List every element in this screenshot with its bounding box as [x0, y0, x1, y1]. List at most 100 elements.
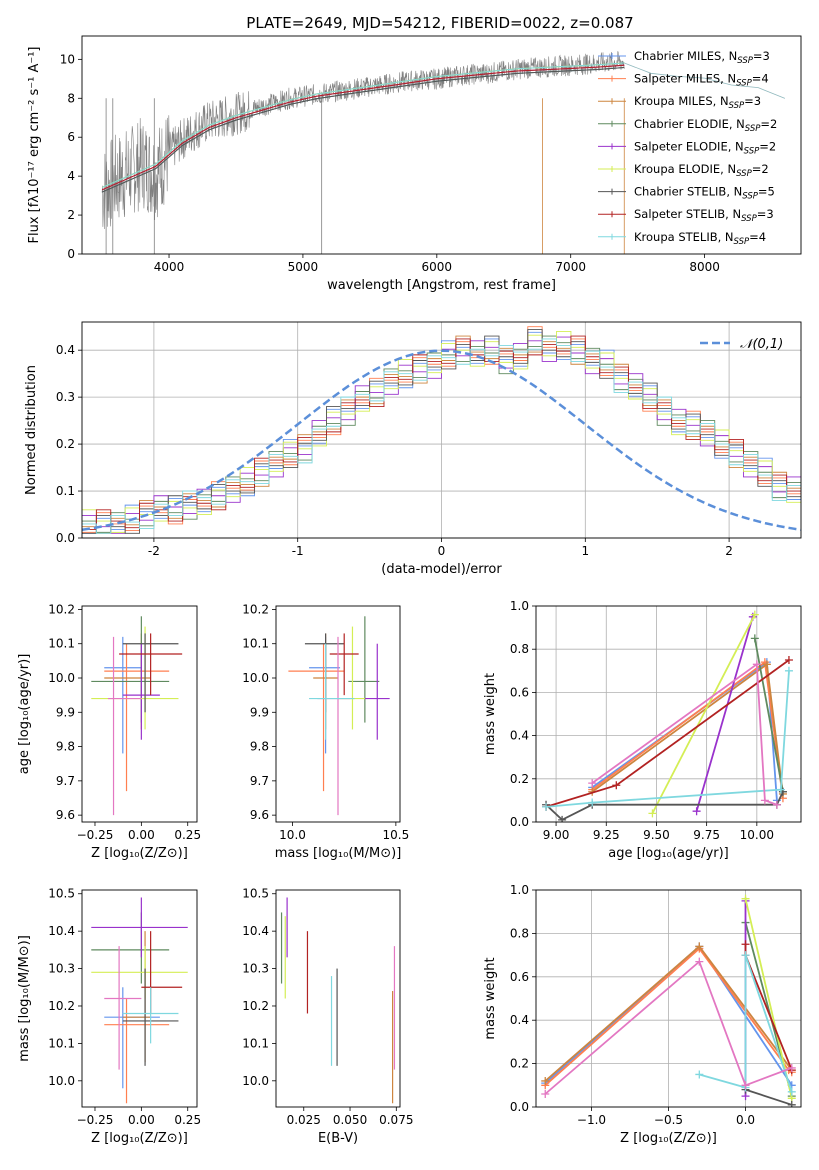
y-axis-label: mass [log₁₀(M/M⊙)]	[17, 935, 32, 1062]
x-tick-label: −0.25	[77, 828, 114, 842]
x-tick-label: -2	[148, 544, 160, 558]
mass-weight-marker	[588, 779, 597, 788]
y-tick-label: 0.4	[510, 1013, 529, 1027]
y-tick-label: 9.9	[56, 705, 75, 719]
normal-distribution-curve	[82, 349, 801, 532]
y-tick-label: 0	[67, 247, 75, 261]
x-axis-label: Z [log₁₀(Z/Z⊙)]	[620, 1131, 717, 1146]
mass-weight-marker	[760, 796, 769, 805]
y-tick-label: 0.8	[510, 926, 529, 940]
y-tick-label: 9.8	[56, 740, 75, 754]
residual-histogram	[82, 338, 801, 534]
legend-label: Kroupa ELODIE, NSSP=2	[634, 162, 769, 179]
axes-frame	[535, 889, 802, 1108]
age-vs-mass-plot-area	[288, 616, 390, 816]
mass-vs-ebv-plot-area	[280, 897, 396, 1104]
y-tick-label: 0.2	[56, 437, 75, 451]
spectrum-model-line	[101, 67, 625, 193]
spectrum-model-line	[101, 64, 625, 191]
y-tick-label: 0.6	[510, 685, 529, 699]
legend-label: Salpeter STELIB, NSSP=3	[634, 207, 774, 224]
residual-histogram	[82, 335, 801, 530]
mass-weight-marker	[787, 1100, 796, 1107]
x-tick-label: 10.5	[383, 828, 410, 842]
x-tick-label: 0.075	[379, 1113, 413, 1127]
mass-weight-marker	[588, 798, 597, 807]
x-tick-label: -1	[292, 544, 304, 558]
y-tick-label: 10.2	[48, 602, 75, 616]
y-tick-label: 10.0	[242, 671, 269, 685]
mass-weight-marker	[776, 785, 785, 794]
y-tick-label: 0.0	[510, 1100, 529, 1114]
mass-weight-marker	[750, 634, 759, 643]
mass-weight-marker	[695, 1070, 704, 1079]
y-tick-label: 10.1	[48, 1036, 75, 1050]
y-tick-label: 0.0	[56, 531, 75, 545]
axes-frame	[275, 605, 401, 823]
mass-weight-line	[699, 954, 793, 1093]
y-tick-label: 10.4	[48, 924, 75, 938]
x-tick-label: −1.0	[577, 1113, 606, 1127]
y-tick-label: 10.0	[48, 671, 75, 685]
y-tick-label: 0.4	[56, 343, 75, 357]
x-tick-label: −0.5	[654, 1113, 683, 1127]
y-tick-label: 0.1	[56, 484, 75, 498]
mass-weight-marker	[784, 656, 793, 664]
y-tick-label: 0.4	[510, 729, 529, 743]
mass-weight-marker	[741, 951, 750, 960]
mass-weight-marker	[692, 807, 701, 816]
y-tick-label: 10.1	[242, 637, 269, 651]
mass-weight-marker	[648, 809, 657, 818]
y-tick-label: 10.2	[48, 999, 75, 1013]
x-tick-label: 1	[581, 544, 589, 558]
y-axis-label: Normed distribution	[24, 365, 39, 495]
mass-weight-line	[745, 1088, 793, 1106]
y-tick-label: 10.1	[242, 1036, 269, 1050]
x-axis-label: mass [log₁₀(M/M⊙)]	[275, 846, 402, 861]
x-tick-label: 9.50	[643, 828, 670, 842]
mass-weight-marker	[541, 1089, 550, 1098]
y-tick-label: 10.2	[242, 602, 269, 616]
mass-vs-z-plot-area	[91, 897, 188, 1104]
spectrum-plot-area	[101, 51, 786, 254]
y-tick-label: 9.7	[56, 774, 75, 788]
y-tick-label: 9.7	[250, 774, 269, 788]
x-axis-label: Z [log₁₀(Z/Z⊙)]	[91, 1131, 188, 1146]
y-tick-label: 10.0	[48, 1074, 75, 1088]
x-tick-label: 0.0	[736, 1113, 755, 1127]
axes-frame	[81, 321, 802, 539]
y-tick-label: 4	[67, 169, 75, 183]
mass-weight-marker	[542, 802, 551, 811]
axes-frame	[81, 889, 198, 1108]
mass-weight-marker	[541, 1076, 550, 1085]
mass-weight-line	[591, 662, 784, 795]
residual-histogram	[82, 330, 801, 533]
residuals-panel: -2 -1 0 1 2 0.0 0.1 0.2 0.3 0.4 (data-model)/error…	[24, 321, 802, 577]
mass-weight-marker	[752, 660, 761, 669]
x-tick-label: 0.00	[128, 1113, 155, 1127]
weight-vs-age-plot-area	[542, 610, 793, 822]
y-tick-label: 10.5	[242, 887, 269, 901]
y-axis-label: Flux [fλ10⁻¹⁷ erg cm⁻² s⁻¹ A⁻¹]	[27, 47, 42, 244]
y-axis-label: mass weight	[483, 957, 498, 1039]
legend-label: Chabrier ELODIE, NSSP=2	[634, 117, 777, 134]
mass-weight-line	[591, 660, 778, 801]
mass-weight-line	[591, 660, 784, 799]
mass-weight-marker	[787, 1087, 796, 1096]
legend-label: Kroupa STELIB, NSSP=4	[634, 230, 766, 247]
mass-weight-marker	[741, 1081, 750, 1090]
spectrum-red-continuation	[624, 62, 786, 99]
mass-weight-marker	[612, 781, 621, 790]
y-tick-label: 10	[60, 52, 75, 66]
mass-weight-marker	[784, 666, 793, 675]
x-tick-label: 2	[725, 544, 733, 558]
mass-weight-marker	[695, 957, 704, 966]
mass-weight-line	[651, 614, 756, 814]
y-tick-label: 10.4	[242, 924, 269, 938]
x-tick-label: 0.25	[174, 828, 201, 842]
x-axis-label: wavelength [Angstrom, rest frame]	[327, 278, 556, 293]
y-axis-label: mass weight	[483, 673, 498, 755]
y-tick-label: 9.9	[250, 705, 269, 719]
weight-vs-age-panel: 9.00 9.25 9.50 9.75 10.00 0.0 0.2 0.4 0.6 0.8 1.0 a…	[483, 599, 802, 861]
